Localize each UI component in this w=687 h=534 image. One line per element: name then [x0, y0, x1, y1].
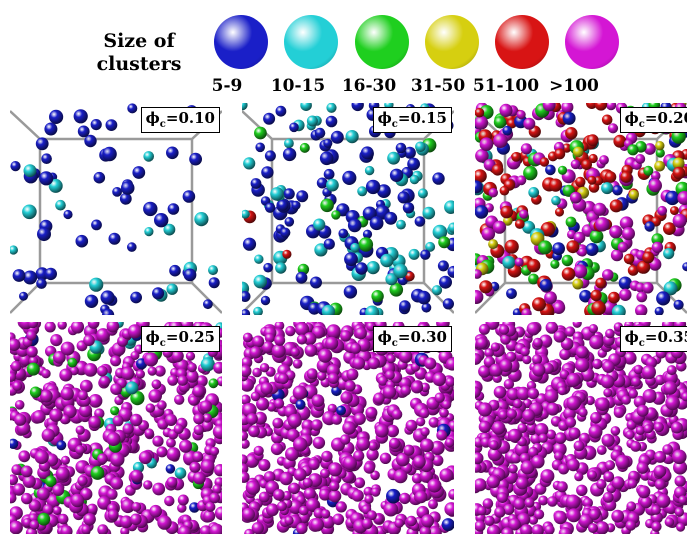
legend-sphere-icon [495, 15, 549, 69]
legend-title: Size of clusters [84, 30, 194, 76]
particle-spheres [242, 322, 454, 534]
panel-phi-0-25: ϕc=0.25 [10, 322, 222, 534]
legend-sphere-icon [284, 15, 338, 69]
legend-range-label: >100 [529, 76, 619, 96]
panel-label: ϕc=0.10 [141, 107, 220, 133]
particle-render [475, 322, 687, 534]
legend-sphere-icon [214, 15, 268, 69]
panel-phi-0-30: ϕc=0.30 [242, 322, 454, 534]
legend-title-line2: clusters [84, 53, 194, 76]
legend-title-line1: Size of [84, 30, 194, 53]
panel-phi-0-35: ϕc=0.35 [475, 322, 687, 534]
panel-phi-0-15: ϕc=0.15 [242, 103, 454, 315]
panel-phi-0-10: ϕc=0.10 [10, 103, 222, 315]
legend-sphere-icon [355, 15, 409, 69]
particle-render [475, 103, 687, 315]
panel-label: ϕc=0.35 [620, 326, 687, 352]
legend-sphere-icon [565, 15, 619, 69]
particle-render [10, 103, 222, 315]
panel-label: ϕc=0.25 [141, 326, 220, 352]
particle-render [242, 103, 454, 315]
particle-spheres [10, 322, 222, 534]
particle-render [10, 322, 222, 534]
legend-sphere-icon [425, 15, 479, 69]
particle-spheres [475, 322, 687, 534]
panel-label: ϕc=0.15 [373, 107, 452, 133]
panel-label: ϕc=0.30 [373, 326, 452, 352]
panel-label: ϕc=0.20 [620, 107, 687, 133]
particle-render [242, 322, 454, 534]
panel-phi-0-20: ϕc=0.20 [475, 103, 687, 315]
